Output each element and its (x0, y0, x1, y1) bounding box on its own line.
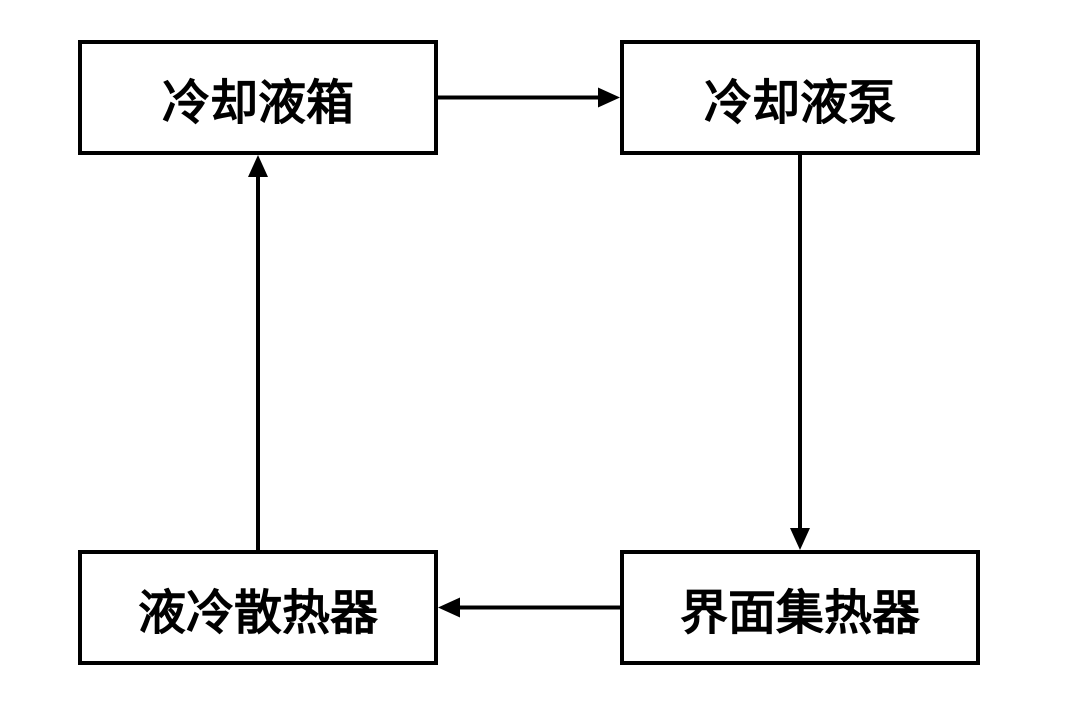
node-pump-label: 冷却液泵 (704, 63, 896, 133)
node-tank: 冷却液箱 (78, 40, 438, 155)
node-pump: 冷却液泵 (620, 40, 980, 155)
node-radiator: 液冷散热器 (78, 550, 438, 665)
node-collector-label: 界面集热器 (680, 573, 920, 643)
diagram-canvas: 冷却液箱 冷却液泵 液冷散热器 界面集热器 (0, 0, 1075, 720)
node-tank-label: 冷却液箱 (162, 63, 354, 133)
node-radiator-label: 液冷散热器 (138, 573, 378, 643)
node-collector: 界面集热器 (620, 550, 980, 665)
